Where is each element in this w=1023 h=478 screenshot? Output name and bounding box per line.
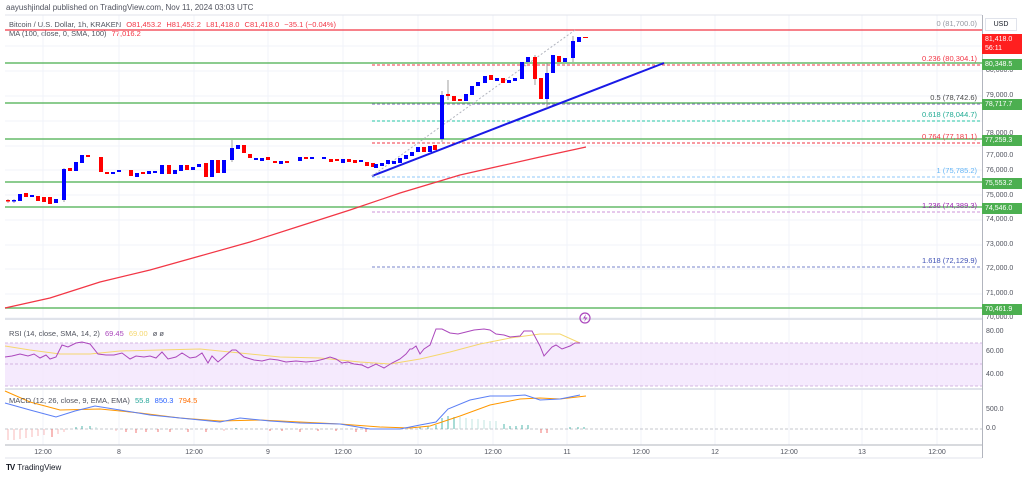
rsi-sma-value: 69.00 [128,329,148,338]
macd-label: MACD (12, 26, close, 9, EMA, EMA) [9,396,130,405]
fib-label-1: 1 (75,785.2) [936,166,977,175]
level-badge: 80,348.5 [982,59,1022,70]
time-tick: 12:00 [185,449,203,456]
macd-value: 850.3 [154,396,174,405]
fib-label-1236: 1.236 (74,389.3) [921,201,977,210]
time-tick: 8 [117,449,121,456]
rsi-line [4,328,580,369]
fib-label-1618: 1.618 (72,129.9) [921,256,977,265]
time-tick: 12 [711,449,719,456]
ohlc-change: −35.1 (−0.04%) [284,20,336,29]
time-tick: 11 [563,449,571,456]
price-tick: 80,000.0 [986,67,1014,74]
price-tick: 74,000.0 [986,216,1014,223]
price-axis[interactable] [982,15,1023,458]
time-tick: 12:00 [484,449,502,456]
symbol-legend: Bitcoin / U.S. Dollar, 1h, KRAKEN O81,45… [9,20,336,29]
fib-label-0: 0 (81,700.0) [936,19,977,28]
horizontal-levels [5,62,982,309]
trendline [371,62,665,177]
rsi-legend: RSI (14, close, SMA, 14, 2) 69.45 69.00 … [9,329,164,338]
fib-label-05: 0.5 (78,742.6) [930,93,977,102]
macd-tick: 0.0 [986,425,996,432]
level-badge: 78,717.7 [982,99,1022,110]
price-tick: 78,000.0 [986,130,1014,137]
bar-countdown: 56:11 [985,45,1002,52]
time-tick: 12:00 [928,449,946,456]
level-badge: 74,546.0 [982,203,1022,214]
candlesticks [6,36,588,204]
ma-label: MA (100, close, 0, SMA, 100) [9,29,107,38]
time-tick: 12:00 [334,449,352,456]
price-tick: 79,000.0 [986,92,1014,99]
ma-legend: MA (100, close, 0, SMA, 100) 77,016.2 [9,29,141,38]
time-tick: 12:00 [780,449,798,456]
tradingview-logo[interactable]: TV TradingView [6,463,61,472]
ohlc-close: C81,418.0 [244,20,280,29]
rsi-extra: ø ø [152,329,164,338]
tradingview-brand: TradingView [17,463,62,472]
rsi-band [5,343,982,386]
rsi-tick: 60.00 [986,348,1004,355]
rsi-label: RSI (14, close, SMA, 14, 2) [9,329,100,338]
price-tick: 72,000.0 [986,265,1014,272]
fib-label-0236: 0.236 (80,304.1) [921,54,977,63]
macd-hist-value: 55.8 [134,396,150,405]
ma-line [4,146,587,309]
level-badge: 70,461.9 [982,304,1022,315]
rsi-sma-line [4,333,581,365]
lightning-event-icon [579,312,591,324]
tradingview-mark-icon: TV [6,463,15,472]
ohlc-low: L81,418.0 [206,20,240,29]
price-tick: 76,000.0 [986,167,1014,174]
rsi-tick: 80.00 [986,328,1004,335]
price-tick: 73,000.0 [986,241,1014,248]
price-tick: 75,000.0 [986,192,1014,199]
ohlc-open: O81,453.2 [126,20,162,29]
macd-legend: MACD (12, 26, close, 9, EMA, EMA) 55.8 8… [9,396,197,405]
macd-signal-value: 794.5 [178,396,198,405]
current-price: 81,418.0 [985,36,1013,43]
time-tick: 9 [266,449,270,456]
rsi-tick: 40.00 [986,371,1004,378]
current-price-badge: 81,418.0 56:11 [982,34,1022,54]
macd-histogram [7,416,585,440]
time-tick: 10 [414,449,422,456]
macd-tick: 500.0 [986,406,1004,413]
time-tick: 13 [858,449,866,456]
price-tick: 71,000.0 [986,290,1014,297]
ma-value: 77,016.2 [111,29,141,38]
level-badge: 75,553.2 [982,178,1022,189]
price-tick: 70,000.0 [986,314,1014,321]
ohlc-high: H81,453.2 [166,20,201,29]
currency-button[interactable]: USD [985,18,1017,31]
time-tick: 12:00 [34,449,52,456]
fib-anchor-line [371,29,576,177]
fibonacci-levels [372,29,982,268]
publisher-line: aayushjindal published on TradingView.co… [6,3,254,12]
macd-line [4,394,581,430]
symbol-name: Bitcoin / U.S. Dollar, 1h, KRAKEN [9,20,122,29]
fib-label-0618: 0.618 (78,044.7) [921,110,977,119]
fib-label-0764: 0.764 (77,181.1) [921,132,977,141]
time-tick: 12:00 [632,449,650,456]
rsi-value: 69.45 [104,329,124,338]
price-tick: 77,000.0 [986,152,1014,159]
level-badge: 77,259.3 [982,135,1022,146]
